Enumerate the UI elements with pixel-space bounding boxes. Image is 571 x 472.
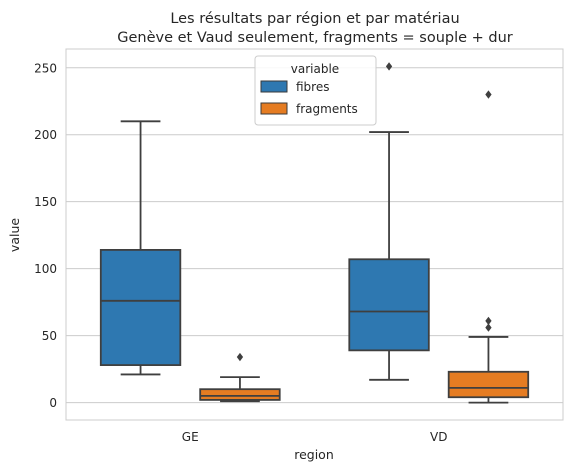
- y-tick-label-50: 50: [42, 329, 57, 343]
- legend: variable fibres fragments: [254, 55, 377, 126]
- outlier-fragments-VD-1: [485, 316, 492, 326]
- boxplots: [99, 62, 530, 404]
- y-tick-label-250: 250: [34, 61, 57, 75]
- y-tick-label-200: 200: [34, 128, 57, 142]
- x-tick-labels: GE VD: [182, 430, 448, 444]
- x-tick-label-VD: VD: [430, 430, 447, 444]
- chart-title: Les résultats par région et par matériau: [170, 11, 459, 27]
- box-fragments-VD: [447, 370, 530, 399]
- outlier-fibres-VD-0: [385, 62, 393, 71]
- x-axis-label: region: [294, 447, 334, 462]
- y-tick-label-100: 100: [34, 262, 57, 276]
- box-fragments-GE: [199, 388, 281, 401]
- box-fibres-GE: [99, 249, 182, 366]
- outlier-fragments-VD-2: [485, 90, 492, 99]
- y-axis-label: value: [7, 218, 22, 252]
- y-tick-labels: 0 50 100 150 200 250: [34, 61, 57, 410]
- legend-title: variable: [291, 62, 339, 76]
- outlier-fragments-VD-0: [485, 323, 492, 332]
- legend-label-fragments: fragments: [296, 102, 358, 116]
- y-tick-label-0: 0: [49, 396, 57, 410]
- box-fibres-VD: [348, 258, 430, 352]
- x-tick-label-GE: GE: [182, 430, 199, 444]
- legend-swatch-fragments: [260, 102, 288, 115]
- legend-label-fibres: fibres: [296, 80, 329, 94]
- outlier-fragments-GE-0: [236, 352, 244, 362]
- chart-subtitle: Genève et Vaud seulement, fragments = so…: [117, 30, 513, 46]
- y-tick-label-150: 150: [34, 195, 57, 209]
- legend-swatch-fibres: [260, 80, 288, 93]
